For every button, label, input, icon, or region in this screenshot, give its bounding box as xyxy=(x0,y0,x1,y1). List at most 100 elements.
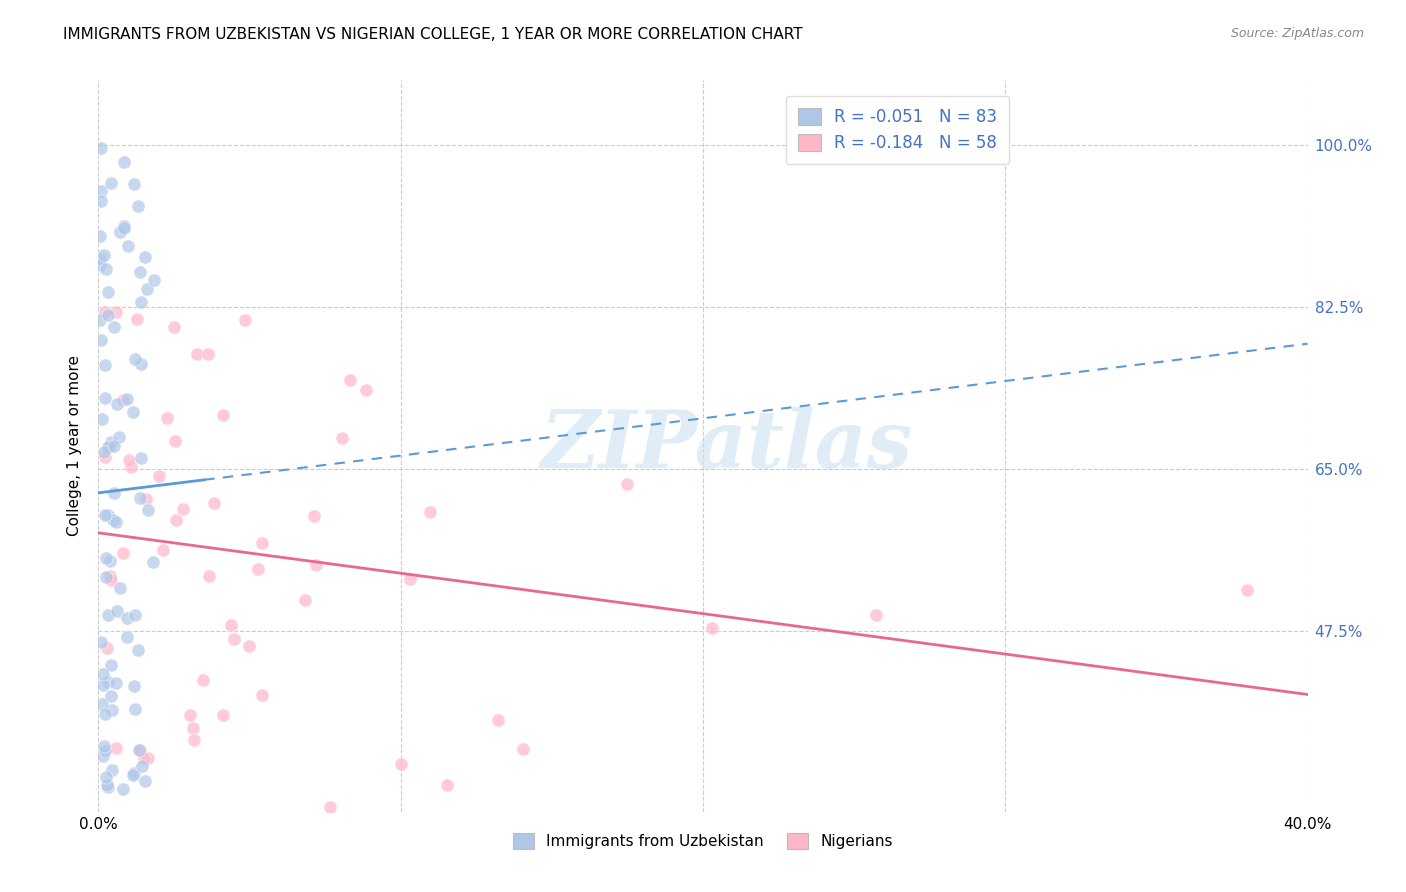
Point xyxy=(616,477,638,491)
Point xyxy=(172,502,194,516)
Point xyxy=(100,176,122,190)
Point xyxy=(100,434,122,449)
Point xyxy=(101,513,124,527)
Point xyxy=(112,154,135,169)
Point xyxy=(89,252,111,267)
Point xyxy=(152,542,174,557)
Point xyxy=(93,248,115,262)
Point xyxy=(91,667,114,681)
Point xyxy=(197,347,219,361)
Point xyxy=(486,713,509,727)
Point xyxy=(101,702,124,716)
Point xyxy=(112,221,135,235)
Point xyxy=(100,573,122,587)
Point xyxy=(134,773,156,788)
Text: ZIPatlas: ZIPatlas xyxy=(541,408,914,484)
Point xyxy=(90,333,112,347)
Text: Source: ZipAtlas.com: Source: ZipAtlas.com xyxy=(1230,27,1364,40)
Point xyxy=(436,778,458,792)
Point xyxy=(122,679,145,693)
Point xyxy=(104,304,127,318)
Point xyxy=(89,312,111,326)
Point xyxy=(96,778,118,792)
Point xyxy=(91,678,114,692)
Point xyxy=(96,261,118,276)
Point xyxy=(354,383,377,397)
Point xyxy=(90,194,112,209)
Point xyxy=(90,635,112,649)
Point xyxy=(399,572,422,586)
Point xyxy=(100,689,122,703)
Point xyxy=(250,536,273,550)
Point xyxy=(97,308,120,322)
Point xyxy=(108,225,131,239)
Point xyxy=(389,757,412,772)
Point xyxy=(124,607,146,622)
Point xyxy=(135,492,157,507)
Point xyxy=(212,708,235,723)
Point xyxy=(91,412,114,426)
Point xyxy=(101,763,124,777)
Point xyxy=(183,733,205,747)
Point xyxy=(90,141,112,155)
Point xyxy=(98,554,121,568)
Point xyxy=(105,515,128,529)
Point xyxy=(128,491,150,505)
Point xyxy=(96,640,118,655)
Point xyxy=(127,312,149,326)
Point xyxy=(1236,582,1258,597)
Point xyxy=(91,748,114,763)
Point xyxy=(93,508,115,523)
Point xyxy=(191,673,214,688)
Point xyxy=(112,546,135,560)
Point xyxy=(138,503,160,517)
Point xyxy=(96,551,118,566)
Point xyxy=(97,440,120,454)
Point xyxy=(865,608,887,623)
Point xyxy=(112,782,135,797)
Point xyxy=(128,743,150,757)
Point xyxy=(165,434,187,448)
Point xyxy=(108,581,131,595)
Point xyxy=(142,555,165,569)
Point xyxy=(93,445,115,459)
Point xyxy=(105,676,128,690)
Point xyxy=(224,632,246,646)
Point xyxy=(211,408,233,422)
Point xyxy=(107,430,129,444)
Legend: Immigrants from Uzbekistan, Nigerians: Immigrants from Uzbekistan, Nigerians xyxy=(506,827,900,855)
Point xyxy=(155,411,177,425)
Point xyxy=(120,459,142,474)
Point xyxy=(122,768,145,782)
Point xyxy=(128,264,150,278)
Y-axis label: College, 1 year or more: College, 1 year or more xyxy=(67,356,83,536)
Point xyxy=(330,431,353,445)
Point xyxy=(186,347,208,361)
Point xyxy=(122,405,145,419)
Point xyxy=(117,631,139,645)
Point xyxy=(183,721,205,735)
Point xyxy=(94,706,117,721)
Point xyxy=(97,441,120,455)
Point xyxy=(138,751,160,765)
Point xyxy=(165,513,187,527)
Point xyxy=(247,562,270,576)
Point xyxy=(97,780,120,794)
Point xyxy=(419,505,441,519)
Point xyxy=(294,592,316,607)
Point xyxy=(702,621,724,635)
Point xyxy=(97,675,120,690)
Point xyxy=(134,250,156,264)
Point xyxy=(512,742,534,756)
Point xyxy=(122,765,145,780)
Point xyxy=(90,698,112,712)
Point xyxy=(148,468,170,483)
Point xyxy=(103,319,125,334)
Point xyxy=(122,177,145,191)
Point xyxy=(93,739,115,753)
Point xyxy=(93,450,115,464)
Point xyxy=(305,558,328,572)
Point xyxy=(90,184,112,198)
Point xyxy=(117,392,139,406)
Point xyxy=(89,229,111,244)
